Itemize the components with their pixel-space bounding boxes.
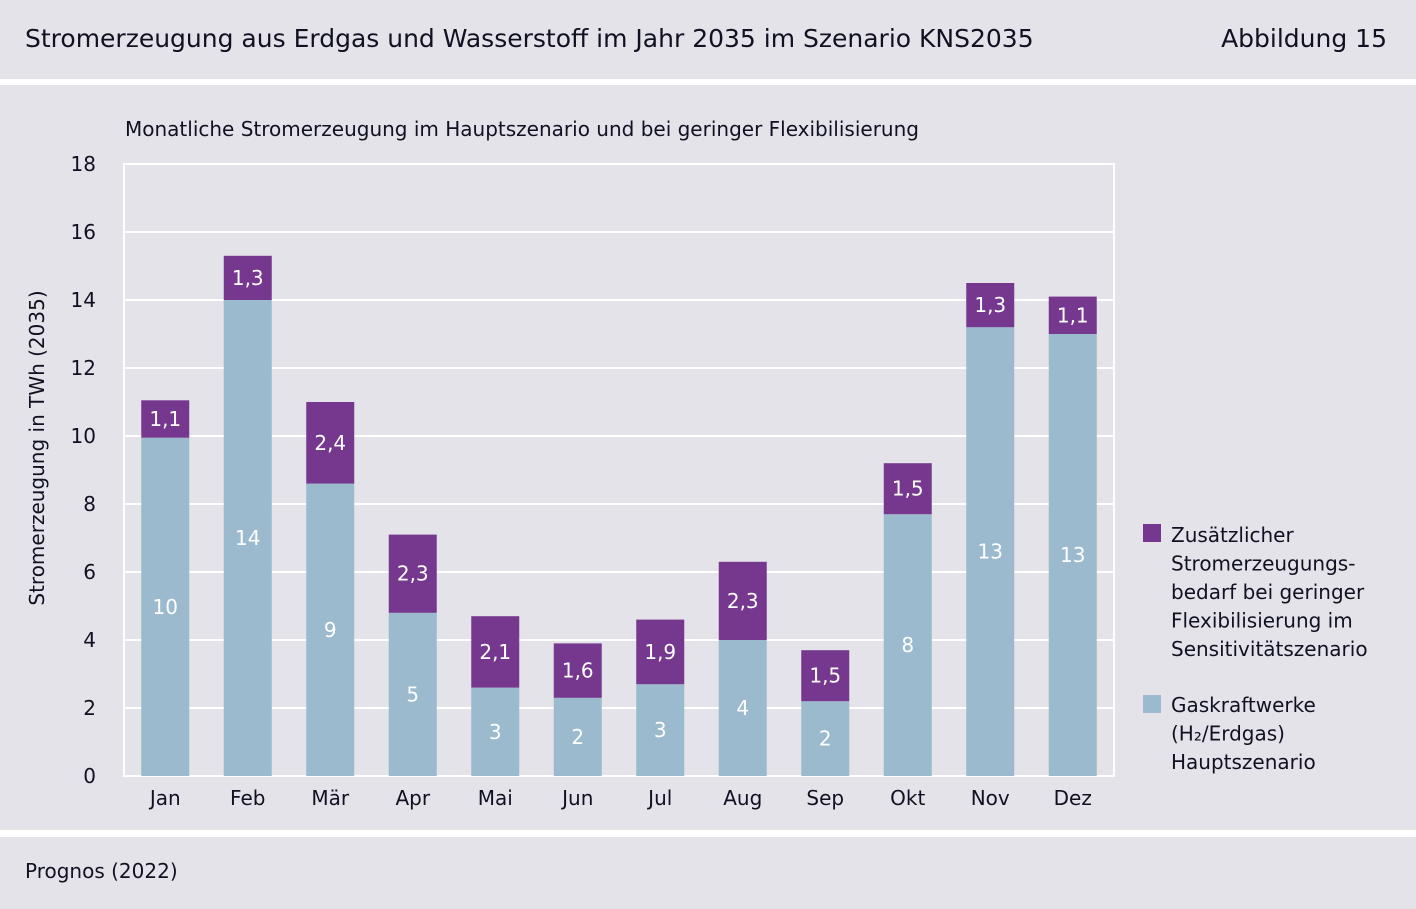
y-tick-label: 10 (71, 424, 96, 448)
data-label-base: 13 (978, 540, 1003, 564)
data-label-extra: 2,3 (397, 562, 429, 586)
chart-subtitle: Monatliche Stromerzeugung im Hauptszenar… (125, 117, 919, 141)
data-label-base: 14 (235, 526, 260, 550)
data-label-base: 9 (324, 618, 337, 642)
data-label-extra: 1,3 (974, 293, 1006, 317)
bar-extra (553, 643, 602, 698)
bar-extra (801, 650, 850, 702)
data-label-extra: 2,1 (479, 640, 511, 664)
bar-extra (223, 255, 272, 300)
y-tick-label: 2 (83, 696, 96, 720)
x-tick-label: Aug (723, 786, 762, 810)
data-label-extra: 1,9 (644, 640, 676, 664)
legend-label-extra: bedarf bei geringer (1171, 580, 1365, 604)
y-tick-label: 0 (83, 764, 96, 788)
y-tick-label: 16 (71, 220, 96, 244)
data-label-base: 2 (819, 727, 832, 751)
bar-extra (306, 402, 355, 484)
data-label-base: 8 (901, 633, 914, 657)
bar-extra (718, 561, 767, 640)
bar-base (1048, 334, 1097, 776)
bar-base (141, 437, 190, 776)
x-tick-label: Jul (646, 786, 672, 810)
bar-base (553, 697, 602, 776)
data-label-extra: 2,4 (314, 431, 346, 455)
data-label-extra: 1,1 (1057, 303, 1089, 327)
legend-swatch-base (1143, 695, 1161, 713)
data-label-base: 13 (1060, 543, 1085, 567)
y-tick-label: 14 (71, 288, 96, 312)
legend-label-base: Hauptszenario (1171, 750, 1316, 774)
y-tick-label: 6 (83, 560, 96, 584)
data-label-extra: 1,5 (809, 664, 841, 688)
legend-label-extra: Stromerzeugungs- (1171, 552, 1355, 576)
bar-base (718, 640, 767, 776)
x-tick-label: Apr (395, 786, 430, 810)
legend-label-extra: Sensitivitätszenario (1171, 637, 1368, 661)
footer-band (0, 837, 1416, 909)
bar-base (883, 514, 932, 776)
x-tick-label: Mai (478, 786, 513, 810)
legend-swatch-extra (1143, 524, 1161, 542)
bar-extra (388, 534, 437, 613)
data-label-base: 3 (654, 718, 667, 742)
figure-number: Abbildung 15 (1221, 24, 1387, 53)
source-note: Prognos (2022) (25, 859, 178, 883)
data-label-base: 2 (571, 725, 584, 749)
x-tick-label: Mär (311, 786, 350, 810)
y-tick-label: 8 (83, 492, 96, 516)
y-tick-label: 18 (71, 152, 96, 176)
x-tick-label: Feb (230, 786, 265, 810)
bar-base (388, 612, 437, 776)
x-tick-label: Nov (971, 786, 1010, 810)
bar-extra (1048, 296, 1097, 334)
bar-base (801, 701, 850, 776)
data-label-base: 10 (153, 595, 178, 619)
legend-label-extra: Zusätzlicher (1171, 523, 1294, 547)
plot-frame (123, 163, 1115, 777)
data-label-base: 5 (406, 682, 419, 706)
bar-extra (966, 283, 1015, 328)
x-tick-label: Jun (560, 786, 593, 810)
data-label-base: 3 (489, 720, 502, 744)
data-label-extra: 1,6 (562, 659, 594, 683)
x-tick-label: Jan (148, 786, 181, 810)
bar-extra (141, 400, 190, 438)
data-label-extra: 1,5 (892, 477, 924, 501)
data-label-extra: 1,1 (149, 407, 181, 431)
bar-base (966, 327, 1015, 776)
bar-base (306, 483, 355, 776)
x-tick-label: Sep (806, 786, 844, 810)
y-axis-label: Stromerzeugung in TWh (2035) (25, 290, 49, 605)
bar-extra (883, 463, 932, 515)
bar-extra (471, 616, 520, 688)
y-tick-label: 4 (83, 628, 96, 652)
data-label-extra: 2,3 (727, 589, 759, 613)
y-tick-label: 12 (71, 356, 96, 380)
header-band (0, 0, 1416, 79)
x-tick-label: Dez (1054, 786, 1092, 810)
legend-label-base: Gaskraftwerke (1171, 693, 1316, 717)
data-label-extra: 1,3 (232, 266, 264, 290)
bar-base (471, 687, 520, 776)
bar-base (223, 300, 272, 776)
x-tick-label: Okt (890, 786, 925, 810)
bar-extra (636, 619, 685, 685)
bar-base (636, 684, 685, 776)
legend-label-extra: Flexibilisierung im (1171, 609, 1353, 633)
figure-title: Stromerzeugung aus Erdgas und Wasserstof… (25, 24, 1034, 53)
data-label-base: 4 (736, 696, 749, 720)
legend-label-base: (H₂/Erdgas) (1171, 722, 1285, 746)
